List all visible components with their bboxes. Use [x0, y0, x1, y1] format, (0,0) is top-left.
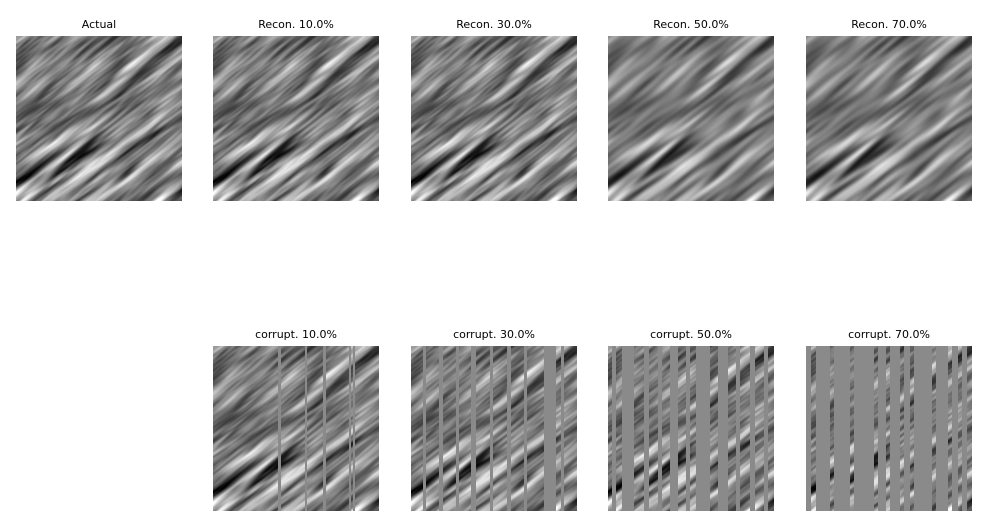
seismic-image-actual [16, 36, 182, 201]
panel-title-recon-10: Recon. 10.0% [258, 18, 334, 31]
panel-title-recon-30: Recon. 30.0% [456, 18, 532, 31]
panel-title-recon-50: Recon. 50.0% [653, 18, 729, 31]
seismic-image-corrupt-70 [806, 346, 972, 511]
panel-title-corrupt-70: corrupt. 70.0% [848, 328, 930, 341]
panel-title-recon-70: Recon. 70.0% [851, 18, 927, 31]
panel-title-corrupt-50: corrupt. 50.0% [650, 328, 732, 341]
panel-title-actual: Actual [81, 18, 117, 31]
seismic-image-recon-30 [411, 36, 577, 201]
panel-title-corrupt-30: corrupt. 30.0% [453, 328, 535, 341]
panel-title-corrupt-10: corrupt. 10.0% [255, 328, 337, 341]
seismic-image-corrupt-50 [608, 346, 774, 511]
seismic-image-recon-50 [608, 36, 774, 201]
seismic-image-corrupt-10 [213, 346, 379, 511]
seismic-image-corrupt-30 [411, 346, 577, 511]
seismic-image-recon-10 [213, 36, 379, 201]
seismic-image-recon-70 [806, 36, 972, 201]
